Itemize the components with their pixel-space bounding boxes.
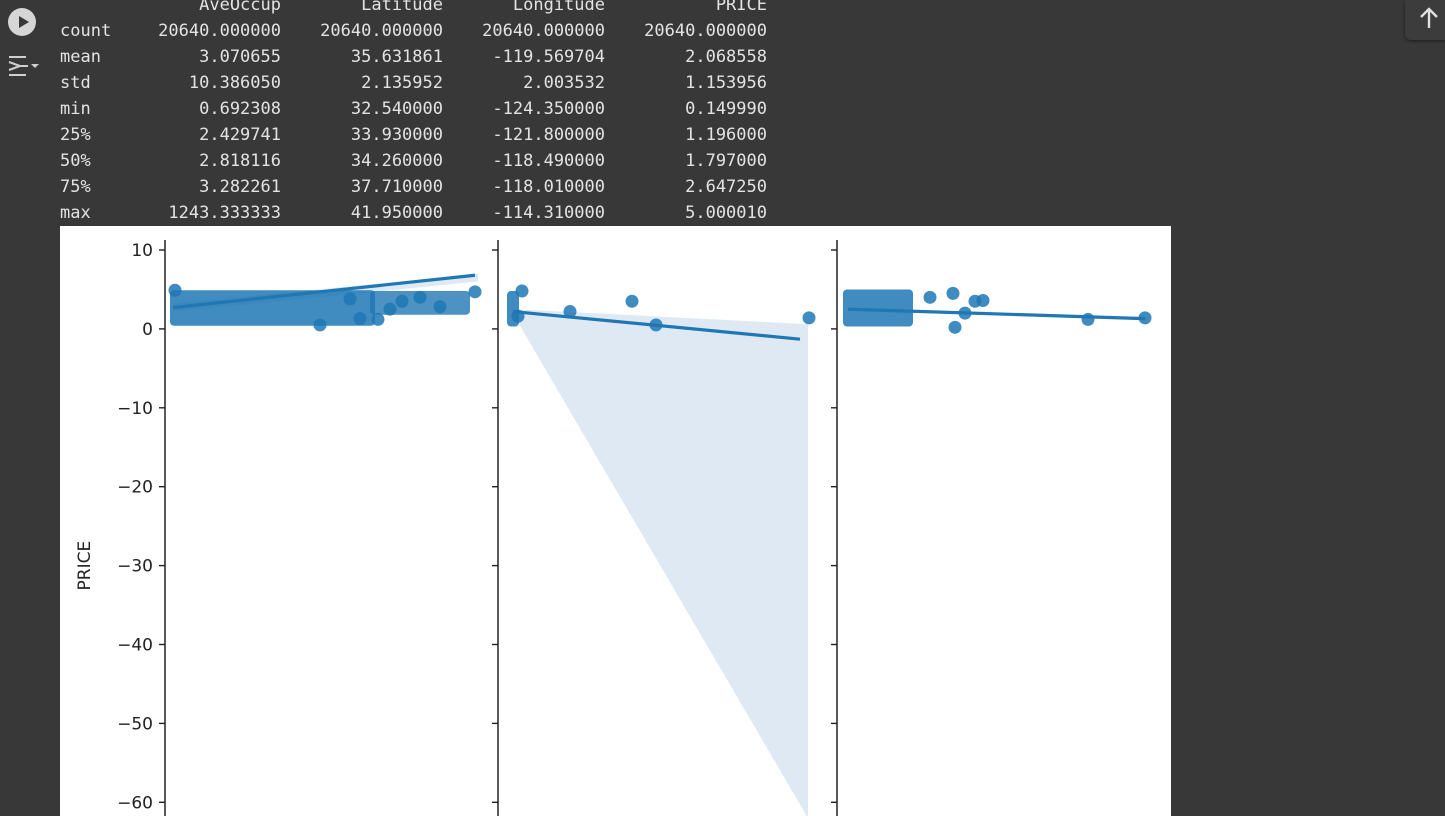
table-cell: 2.135952 <box>361 73 443 93</box>
table-cell: 37.710000 <box>350 177 443 197</box>
table-cell: 0.692308 <box>199 99 281 119</box>
table-cell: -121.800000 <box>492 125 605 145</box>
data-point <box>948 320 962 334</box>
table-row: count 20640.000000 20640.000000 20640.00000… <box>60 18 767 44</box>
data-point <box>383 302 397 316</box>
regplot-figure: PRICE 10 0 −10 −20 −30 −40 −50 −60 <box>60 226 1171 816</box>
table-cell: 35.631861 <box>350 47 443 67</box>
table-cell: 1.196000 <box>685 125 767 145</box>
point-cloud <box>170 290 375 326</box>
row-label: 50% <box>60 151 91 171</box>
column-header: Latitude <box>361 0 443 15</box>
output-toggle-icon[interactable] <box>6 52 40 80</box>
row-label: 25% <box>60 125 91 145</box>
table-cell: -114.310000 <box>492 203 605 223</box>
y-axis-label: PRICE <box>75 541 95 591</box>
row-label: std <box>60 73 91 93</box>
table-cell: 2.818116 <box>199 151 281 171</box>
regplot-chart: PRICE 10 0 −10 −20 −30 −40 −50 −60 <box>75 240 1152 816</box>
column-header: AveOccup <box>199 0 281 15</box>
regression-line <box>512 309 801 341</box>
data-point <box>625 294 639 308</box>
table-row: 75% 3.282261 37.710000 -118.010000 2.647250 <box>60 174 767 200</box>
row-label: 75% <box>60 177 91 197</box>
describe-output: AveOccup Latitude Longitude PRICE count 20640… <box>60 0 767 226</box>
table-row: max 1243.333333 41.950000 -114.310000 5.0000… <box>60 200 767 226</box>
table-cell: -118.010000 <box>492 177 605 197</box>
y-tick-label: −20 <box>117 478 153 498</box>
data-point <box>168 283 182 297</box>
table-cell: 2.647250 <box>685 177 767 197</box>
data-point <box>515 284 529 298</box>
confidence-band <box>513 309 808 816</box>
y-tick-label: 0 <box>142 320 153 340</box>
column-header: Longitude <box>512 0 605 15</box>
data-point <box>946 286 960 300</box>
data-point <box>976 293 990 307</box>
table-row: min 0.692308 32.540000 -124.350000 0.149990 <box>60 96 767 122</box>
table-row: mean 3.070655 35.631861 -119.569704 2.068558 <box>60 44 767 70</box>
y-tick-label: −30 <box>117 557 153 577</box>
table-cell: 2.068558 <box>685 47 767 67</box>
table-cell: 41.950000 <box>350 203 443 223</box>
table-cell: 32.540000 <box>350 99 443 119</box>
data-point <box>923 290 937 304</box>
table-cell: 2.003532 <box>523 73 605 93</box>
arrow-up-icon <box>1420 7 1438 28</box>
table-cell: 5.000010 <box>685 203 767 223</box>
play-circle-icon[interactable] <box>8 8 36 36</box>
table-cell: 20640.000000 <box>644 21 767 41</box>
describe-header: AveOccup Latitude Longitude PRICE <box>60 0 767 18</box>
data-point <box>468 285 482 299</box>
table-cell: -119.569704 <box>492 47 605 67</box>
point-cloud <box>843 289 913 327</box>
data-point <box>1081 312 1095 326</box>
data-point <box>802 311 816 325</box>
table-cell: -124.350000 <box>492 99 605 119</box>
data-point <box>343 292 357 306</box>
data-point <box>313 318 327 332</box>
table-cell: 20640.000000 <box>158 21 281 41</box>
table-cell: 20640.000000 <box>482 21 605 41</box>
table-cell: 1.153956 <box>685 73 767 93</box>
row-label: mean <box>60 47 101 67</box>
data-point <box>413 290 427 304</box>
row-label: min <box>60 99 91 119</box>
regression-line <box>847 307 1146 321</box>
table-cell: 0.149990 <box>685 99 767 119</box>
table-cell: 3.282261 <box>199 177 281 197</box>
y-tick-label: −40 <box>117 636 153 656</box>
row-label: max <box>60 203 91 223</box>
table-row: 25% 2.429741 33.930000 -121.800000 1.196000 <box>60 122 767 148</box>
y-tick-label: −10 <box>117 399 153 419</box>
y-tick-label: −50 <box>117 714 153 734</box>
table-cell: 1.797000 <box>685 151 767 171</box>
table-cell: 3.070655 <box>199 47 281 67</box>
table-row: std 10.386050 2.135952 2.003532 1.153956 <box>60 70 767 96</box>
table-cell: 33.930000 <box>350 125 443 145</box>
data-point <box>353 312 367 326</box>
data-point <box>563 305 577 319</box>
table-cell: 1243.333333 <box>168 203 281 223</box>
table-cell: 10.386050 <box>188 73 281 93</box>
regression-line <box>172 273 476 310</box>
data-point <box>395 294 409 308</box>
data-point <box>433 300 447 314</box>
cell-gutter <box>0 0 52 816</box>
data-point <box>371 312 385 326</box>
table-cell: 34.260000 <box>350 151 443 171</box>
y-tick-label: −60 <box>117 793 153 813</box>
y-tick-label: 10 <box>131 241 153 261</box>
table-cell: -118.490000 <box>492 151 605 171</box>
table-row: 50% 2.818116 34.260000 -118.490000 1.797000 <box>60 148 767 174</box>
scroll-to-top-button[interactable] <box>1405 0 1445 40</box>
table-cell: 2.429741 <box>199 125 281 145</box>
table-cell: 20640.000000 <box>320 21 443 41</box>
column-header: PRICE <box>715 0 767 15</box>
row-label: count <box>60 21 112 41</box>
